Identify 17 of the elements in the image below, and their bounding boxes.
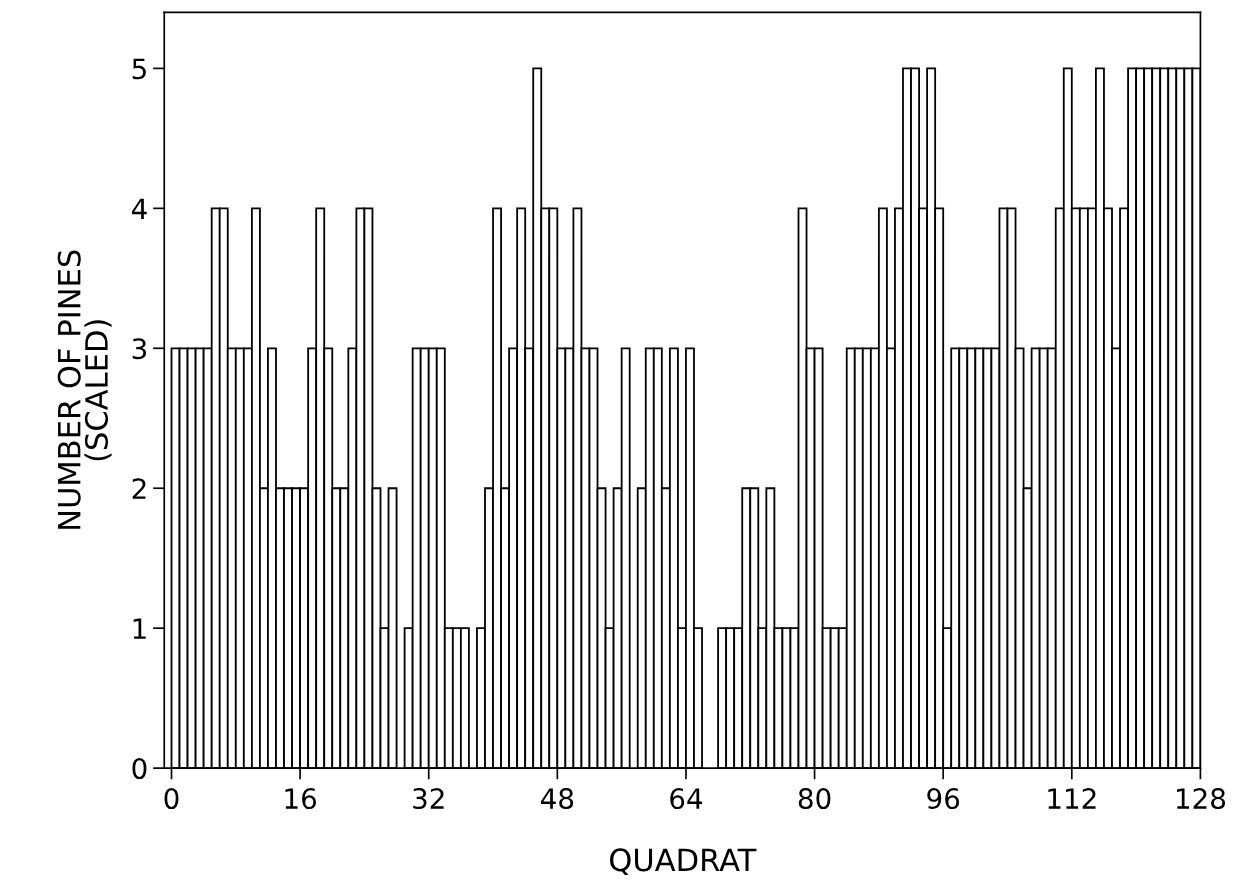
x-tick-label: 48 [541,788,574,810]
x-axis-title: QUADRAT [610,848,757,875]
x-tick-label: 0 [164,788,179,810]
x-tick-label: 32 [413,788,444,810]
x-tick-label: 80 [798,788,831,810]
x-tick-label: 128 [1176,788,1226,810]
x-tick-label: 112 [1048,788,1096,809]
y-tick-label: 5 [132,58,146,80]
y-tick-label: 2 [132,478,146,499]
y-tick-label: 0 [132,758,147,780]
y-tick-label: 3 [132,338,147,360]
x-tick-label: 96 [927,788,960,810]
y-tick-label: 4 [131,198,147,219]
x-tick-label: 16 [285,788,317,810]
y-tick-label: 1 [133,618,146,639]
x-tick-label: 64 [670,788,703,810]
y-axis-title: NUMBER OF PINES (SCALED) [57,250,112,529]
